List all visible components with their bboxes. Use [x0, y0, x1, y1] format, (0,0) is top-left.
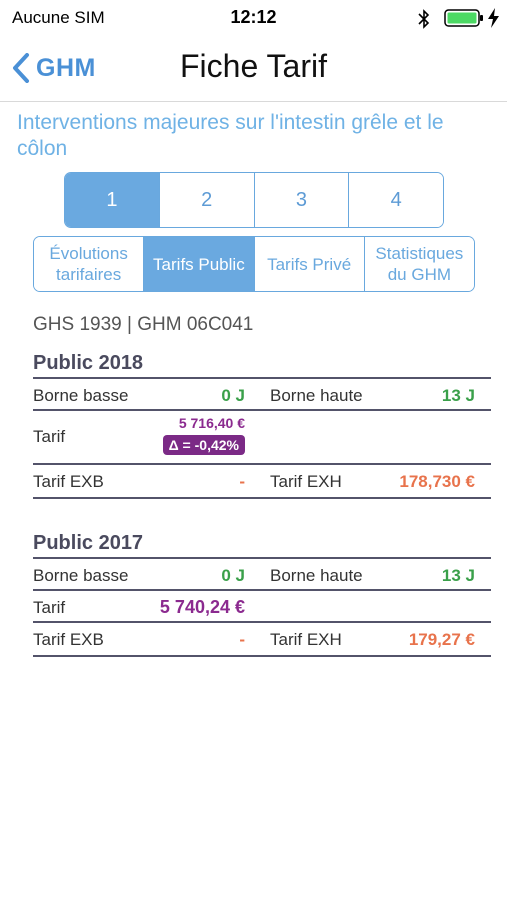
step-4-button[interactable]: 4 [349, 173, 443, 227]
battery-icon [444, 9, 483, 27]
ghs-ghm-codes: GHS 1939 | GHM 06C041 [33, 314, 254, 335]
carrier-label: Aucune SIM [12, 8, 105, 27]
tarif-row: Tarif 5 716,40 € Δ = -0,42% [33, 411, 491, 465]
tab-label-line: Statistiques [375, 244, 464, 263]
tarif-value: 5 740,24 € [159, 597, 245, 617]
status-bar: Aucune SIM 12:12 [0, 0, 507, 36]
tarif-exh-value: 178,730 € [399, 472, 475, 491]
back-button[interactable]: GHM [12, 50, 96, 86]
page-title: Fiche Tarif [179, 48, 327, 84]
borne-haute-value: 13 J [441, 566, 475, 585]
borne-haute-label: Borne haute [270, 566, 363, 585]
borne-haute-value: 13 J [441, 386, 475, 405]
tarif-value: 5 716,40 € [178, 415, 245, 431]
tab-statistiques[interactable]: Statistiques du GHM [364, 237, 474, 291]
tab-label-line: Évolutions [49, 244, 128, 263]
chevron-left-icon [13, 53, 29, 83]
tariff-tabs: Évolutions tarifaires Tarifs Public Tarif… [33, 236, 475, 292]
tarif-exb-label: Tarif EXB [33, 472, 104, 491]
tarif-exh-value: 179,27 € [408, 630, 475, 649]
exb-exh-row: Tarif EXB - Tarif EXH 178,730 € [33, 465, 491, 499]
bornes-row: Borne basse 0 J Borne haute 13 J [33, 559, 491, 591]
tarif-delta-badge: Δ = -0,42% [162, 435, 245, 455]
section-public-2018: Public 2018 Borne basse 0 J Borne haute … [33, 352, 491, 499]
section-title: Public 2017 [33, 532, 491, 559]
tarif-exb-label: Tarif EXB [33, 630, 104, 649]
exb-exh-row: Tarif EXB - Tarif EXH 179,27 € [33, 623, 491, 657]
tab-tarifs-public[interactable]: Tarifs Public [144, 237, 255, 291]
step-3-button[interactable]: 3 [254, 173, 350, 227]
borne-basse-value: 0 J [221, 386, 245, 405]
tarif-label: Tarif [33, 427, 66, 446]
tab-label-line: du GHM [387, 265, 452, 284]
step-selector: 1 2 3 4 [64, 172, 444, 228]
back-label: GHM [36, 53, 96, 82]
borne-haute-label: Borne haute [270, 386, 363, 405]
tarif-exh-label: Tarif EXH [270, 472, 342, 491]
tarif-exb-value: - [239, 630, 245, 649]
navigation-bar: GHM Fiche Tarif [0, 36, 507, 102]
borne-basse-label: Borne basse [33, 386, 129, 405]
borne-basse-label: Borne basse [33, 566, 129, 585]
bluetooth-icon [418, 9, 430, 29]
bornes-row: Borne basse 0 J Borne haute 13 J [33, 379, 491, 411]
tarif-label: Tarif [33, 598, 66, 617]
tab-evolutions-tarifaires[interactable]: Évolutions tarifaires [34, 237, 145, 291]
step-1-button[interactable]: 1 [65, 173, 160, 227]
tarif-row: Tarif 5 740,24 € [33, 591, 491, 623]
section-public-2017: Public 2017 Borne basse 0 J Borne haute … [33, 532, 491, 657]
section-title: Public 2018 [33, 352, 491, 379]
step-2-button[interactable]: 2 [159, 173, 255, 227]
tab-label: Statistiques du GHM [375, 243, 463, 285]
tab-tarifs-prive[interactable]: Tarifs Privé [254, 237, 365, 291]
tarif-exb-value: - [239, 472, 245, 491]
status-time: 12:12 [230, 7, 277, 27]
ghm-description: Interventions majeures sur l'intestin gr… [17, 111, 444, 160]
charging-icon [488, 8, 499, 28]
tab-label: Évolutions tarifaires [49, 243, 127, 285]
borne-basse-value: 0 J [221, 566, 245, 585]
tarif-exh-label: Tarif EXH [270, 630, 342, 649]
tab-label-line: tarifaires [56, 265, 122, 284]
